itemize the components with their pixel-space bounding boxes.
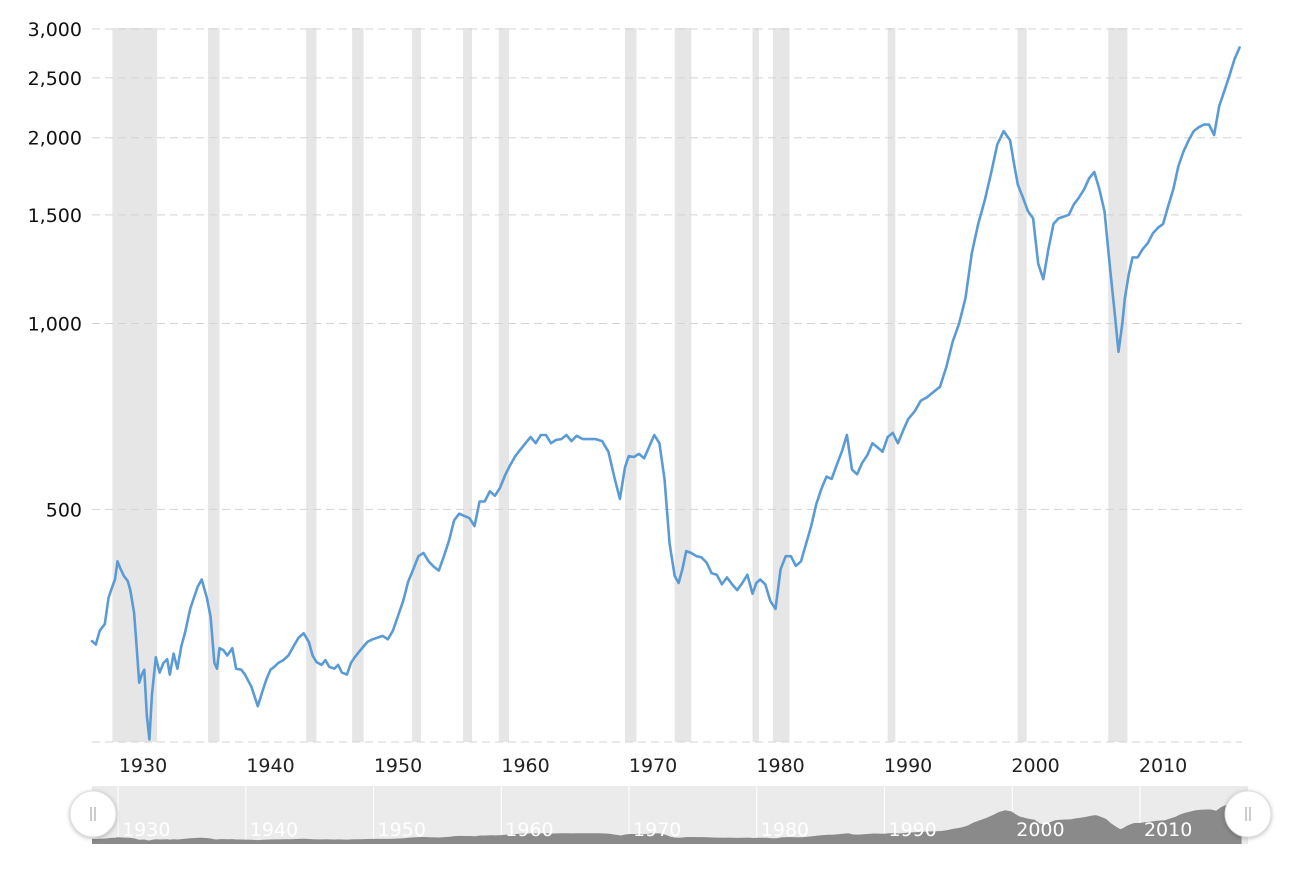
x-tick-label: 2010 xyxy=(1139,755,1187,777)
range-navigator[interactable]: 1930 1940 1950 1960 1970 1980 1990 2000 2010 xyxy=(69,786,1272,844)
y-axis-tick-labels: 3,000 2,500 2,000 1,500 1,000 500 xyxy=(28,19,82,521)
x-tick-label: 1990 xyxy=(884,755,932,777)
grip-icon xyxy=(90,807,96,821)
y-tick-label: 500 xyxy=(46,499,82,521)
recession-bands xyxy=(112,28,1128,742)
recession-band xyxy=(352,28,364,742)
x-tick-label: 1970 xyxy=(629,755,677,777)
navigator-tick-label: 1990 xyxy=(889,819,937,841)
navigator-tick-label: 1940 xyxy=(250,819,298,841)
x-tick-label: 1930 xyxy=(119,755,167,777)
navigator-tick-labels: 1930 1940 1950 1960 1970 1980 1990 2000 2010 xyxy=(122,819,1192,841)
grip-icon xyxy=(1245,807,1251,821)
y-tick-label: 3,000 xyxy=(28,19,82,41)
y-tick-label: 2,000 xyxy=(28,128,82,150)
x-tick-label: 2000 xyxy=(1011,755,1059,777)
navigator-tick-label: 1950 xyxy=(378,819,426,841)
recession-band xyxy=(208,28,220,742)
recession-band xyxy=(1017,28,1027,742)
y-tick-label: 1,500 xyxy=(28,205,82,227)
recession-band xyxy=(463,28,472,742)
navigator-area-series xyxy=(92,798,1242,844)
price-line xyxy=(90,46,1241,741)
left-range-handle[interactable] xyxy=(69,790,117,838)
navigator-tick-label: 2000 xyxy=(1016,819,1064,841)
x-tick-label: 1980 xyxy=(756,755,804,777)
navigator-tick-label: 2010 xyxy=(1144,819,1192,841)
x-tick-label: 1950 xyxy=(374,755,422,777)
navigator-tick-label: 1980 xyxy=(761,819,809,841)
recession-band xyxy=(752,28,759,742)
recession-band xyxy=(772,28,790,742)
navigator-tick-label: 1930 xyxy=(122,819,170,841)
x-tick-label: 1940 xyxy=(246,755,294,777)
recession-band xyxy=(1108,28,1128,742)
y-tick-label: 1,000 xyxy=(28,314,82,336)
price-line-series xyxy=(90,46,1241,741)
navigator-tick-label: 1960 xyxy=(505,819,553,841)
recession-band xyxy=(498,28,509,742)
horizontal-gridlines xyxy=(92,28,1242,743)
recession-band xyxy=(887,28,896,742)
x-tick-label: 1960 xyxy=(501,755,549,777)
recession-band xyxy=(412,28,421,742)
recession-band xyxy=(674,28,692,742)
recession-band xyxy=(625,28,637,742)
recession-band xyxy=(306,28,317,742)
y-tick-label: 2,500 xyxy=(28,68,82,90)
right-range-handle[interactable] xyxy=(1224,790,1272,838)
x-axis-tick-labels: 1930 1940 1950 1960 1970 1980 1990 2000 2010 xyxy=(119,755,1187,777)
navigator-tick-label: 1970 xyxy=(633,819,681,841)
